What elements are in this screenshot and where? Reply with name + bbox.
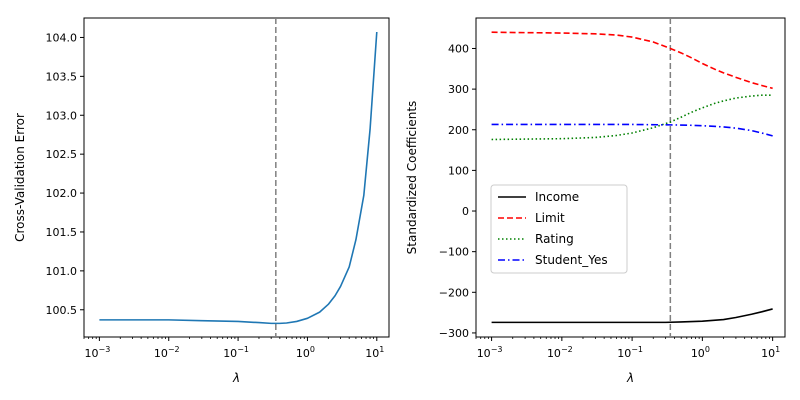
axes-frame [83, 17, 390, 338]
x-tick-label: 10−1 [617, 345, 643, 360]
series-line-cv-error [99, 31, 378, 325]
x-tick-label-base: 10 [84, 347, 98, 360]
x-tick-label-exponent: 0 [310, 345, 315, 354]
y-tick-label: 103.5 [46, 70, 78, 83]
x-tick-label: 10−2 [154, 345, 180, 360]
x-tick-label-exponent: −3 [491, 345, 503, 354]
y-tick-label: −300 [439, 327, 469, 340]
x-tick-label: 100 [691, 345, 710, 360]
x-tick-label-base: 10 [761, 347, 775, 360]
x-axis-label: λ [232, 371, 240, 385]
x-tick-label-exponent: 1 [775, 345, 780, 354]
x-tick-label: 10−2 [547, 345, 573, 360]
legend-label: Student_Yes [535, 253, 608, 267]
legend-label: Rating [535, 232, 574, 246]
x-tick-label-base: 10 [691, 347, 705, 360]
x-tick-label-base: 10 [154, 347, 168, 360]
x-tick-label: 10−1 [223, 345, 249, 360]
coefficients-plot: 10−3 10−2 10−1 100 101−300−200−1000100200300… [405, 17, 786, 385]
y-tick-label: 300 [448, 83, 469, 96]
x-tick-label-base: 10 [223, 347, 237, 360]
y-tick-label: 101.5 [46, 226, 78, 239]
x-tick-label: 101 [761, 345, 780, 360]
series-line-income [491, 308, 773, 324]
x-tick-label: 10−3 [477, 345, 503, 360]
series-line-rating [491, 94, 773, 141]
y-tick-label: 200 [448, 124, 469, 137]
y-tick-label: 0 [462, 205, 469, 218]
legend-box [490, 184, 628, 274]
series-line-student-yes [491, 123, 773, 137]
y-tick-label: 100 [448, 164, 469, 177]
legend-label: Limit [535, 211, 565, 225]
x-tick-label-exponent: 0 [705, 345, 710, 354]
x-tick-label-exponent: 1 [379, 345, 384, 354]
y-tick-label: −100 [439, 246, 469, 259]
x-tick-label: 10−3 [84, 345, 110, 360]
x-tick-label-base: 10 [477, 347, 491, 360]
x-tick-label-exponent: −1 [631, 345, 643, 354]
x-tick-label-base: 10 [617, 347, 631, 360]
y-tick-label: 103.0 [46, 109, 78, 122]
x-axis-label: λ [626, 371, 634, 385]
x-tick-label: 101 [365, 345, 384, 360]
cv-error-plot: 10−3 10−2 10−1 100 101100.5101.0101.5102.010… [13, 17, 390, 385]
x-tick-label-base: 10 [547, 347, 561, 360]
legend: Income Limit Rating Student_Yes [490, 184, 628, 274]
y-tick-label: 400 [448, 42, 469, 55]
y-axis-label: Cross-Validation Error [13, 113, 27, 242]
x-tick-label-base: 10 [365, 347, 379, 360]
x-tick-label: 100 [296, 345, 315, 360]
x-tick-label-base: 10 [296, 347, 310, 360]
y-tick-label: 101.0 [46, 265, 78, 278]
y-tick-label: 104.0 [46, 31, 78, 44]
legend-label: Income [535, 190, 579, 204]
x-tick-label-exponent: −3 [98, 345, 110, 354]
x-tick-label-exponent: −2 [168, 345, 180, 354]
y-tick-label: 100.5 [46, 304, 78, 317]
y-axis-label: Standardized Coefficients [405, 101, 419, 255]
y-tick-label: −200 [439, 286, 469, 299]
y-tick-label: 102.5 [46, 148, 78, 161]
series-line-limit [491, 31, 773, 90]
x-tick-label-exponent: −1 [237, 345, 249, 354]
y-tick-label: 102.0 [46, 187, 78, 200]
axes-frame [475, 17, 786, 338]
x-tick-label-exponent: −2 [561, 345, 573, 354]
